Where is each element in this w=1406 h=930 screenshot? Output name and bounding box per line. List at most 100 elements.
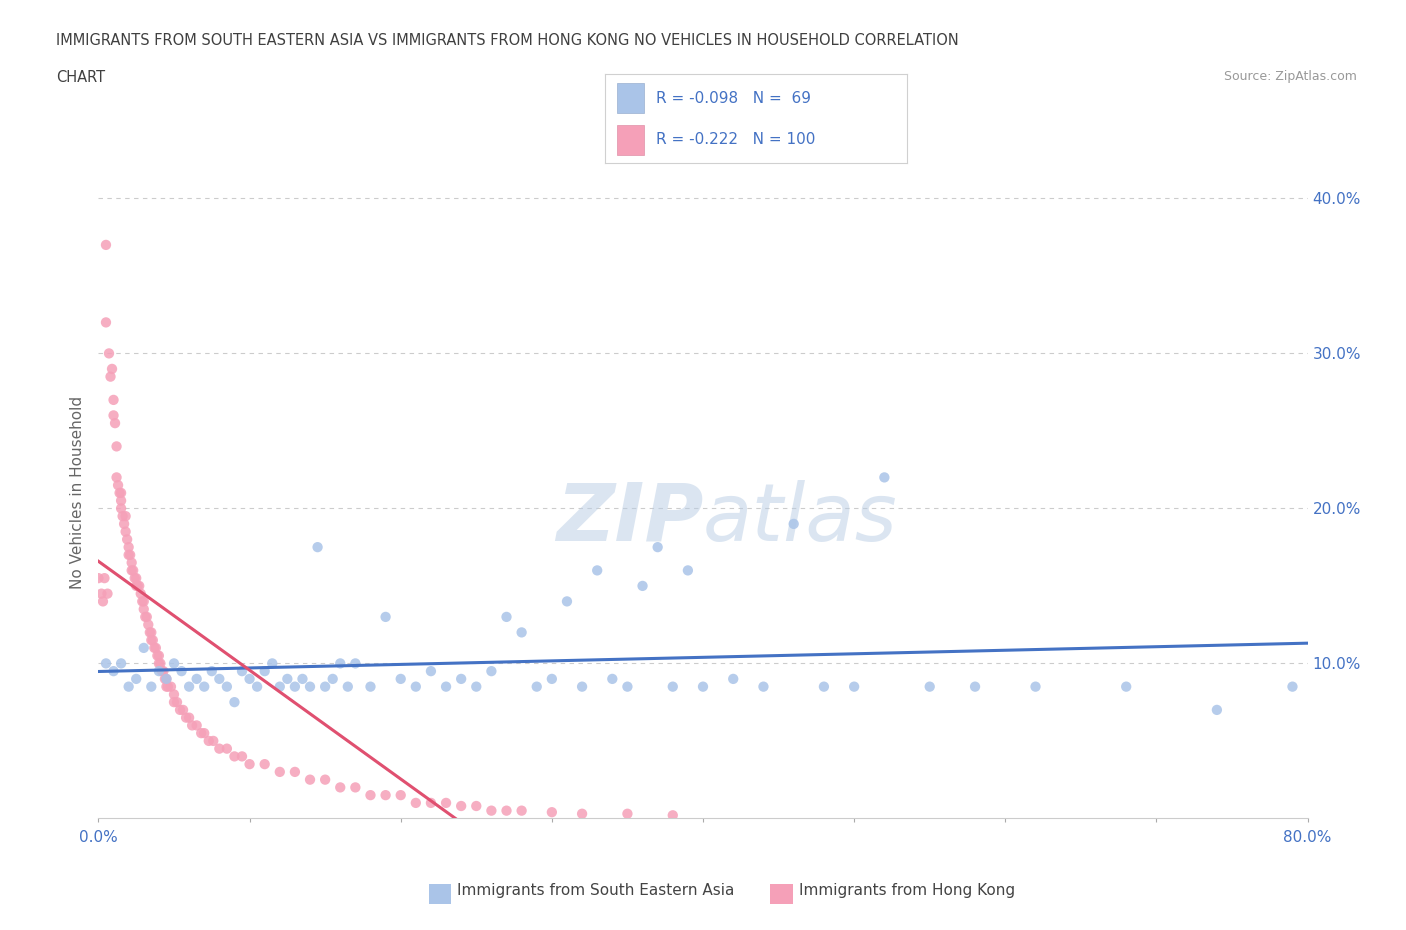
Point (495, 804, 517, 818)
Point (121, 555, 143, 570)
Point (495, 609, 517, 624)
Point (135, 609, 157, 624)
Point (202, 734, 225, 749)
Point (631, 578, 654, 593)
Point (662, 679, 685, 694)
Point (647, 539, 669, 554)
Point (112, 516, 135, 531)
Point (1206, 702, 1229, 717)
Point (110, 656, 132, 671)
Point (389, 788, 412, 803)
Point (224, 749, 246, 764)
Point (134, 609, 156, 624)
Point (118, 539, 141, 554)
Point (115, 532, 138, 547)
Point (253, 757, 276, 772)
Point (143, 641, 166, 656)
Point (163, 687, 186, 702)
Point (121, 563, 143, 578)
Text: Immigrants from Hong Kong: Immigrants from Hong Kong (799, 884, 1015, 898)
Point (155, 679, 177, 694)
Point (110, 493, 132, 508)
Point (94, 237, 117, 252)
Point (336, 679, 359, 694)
Point (231, 749, 253, 764)
Point (269, 679, 291, 694)
Point (148, 664, 170, 679)
Point (752, 679, 775, 694)
Point (120, 548, 142, 563)
Point (181, 718, 204, 733)
Point (405, 795, 427, 810)
Point (314, 679, 336, 694)
Point (132, 594, 155, 609)
Point (284, 764, 307, 779)
Point (360, 788, 382, 803)
Point (91, 594, 114, 609)
Point (193, 725, 215, 740)
Point (170, 664, 193, 679)
Point (299, 679, 322, 694)
Point (128, 578, 150, 593)
Point (132, 641, 155, 656)
Point (125, 671, 148, 686)
Point (160, 679, 183, 694)
Point (166, 695, 188, 710)
Point (662, 808, 685, 823)
Point (174, 711, 197, 725)
Point (284, 679, 307, 694)
Point (93, 571, 115, 586)
Point (291, 671, 314, 686)
Point (510, 625, 533, 640)
Y-axis label: No Vehicles in Household: No Vehicles in Household (70, 396, 86, 590)
Point (360, 679, 382, 694)
Text: R = -0.098   N =  69: R = -0.098 N = 69 (657, 91, 811, 106)
Point (124, 571, 146, 586)
Point (224, 695, 246, 710)
Point (110, 485, 132, 500)
Point (163, 656, 186, 671)
Point (465, 679, 488, 694)
Point (125, 578, 148, 593)
Point (96, 586, 118, 601)
Point (94, 656, 117, 671)
Point (276, 671, 298, 686)
Point (844, 679, 866, 694)
Point (179, 679, 201, 694)
Point (374, 609, 396, 624)
Point (136, 618, 159, 632)
Point (239, 671, 262, 686)
Point (197, 734, 219, 749)
Point (239, 757, 262, 772)
Point (1281, 679, 1303, 694)
Point (179, 711, 201, 725)
Point (150, 664, 173, 679)
FancyBboxPatch shape (617, 84, 644, 113)
Text: IMMIGRANTS FROM SOUTH EASTERN ASIA VS IMMIGRANTS FROM HONG KONG NO VEHICLES IN H: IMMIGRANTS FROM SOUTH EASTERN ASIA VS IM… (56, 33, 959, 47)
Point (127, 578, 149, 593)
Point (215, 741, 238, 756)
Point (118, 679, 141, 694)
Point (208, 741, 231, 756)
Point (329, 656, 352, 671)
Point (107, 478, 129, 493)
Point (813, 679, 835, 694)
Point (344, 656, 367, 671)
Point (299, 772, 322, 787)
Point (374, 788, 396, 803)
Point (692, 679, 714, 694)
Text: Source: ZipAtlas.com: Source: ZipAtlas.com (1223, 70, 1357, 83)
Point (125, 571, 148, 586)
Point (526, 679, 548, 694)
Point (450, 671, 472, 686)
Point (676, 563, 699, 578)
Point (405, 679, 427, 694)
Point (434, 795, 457, 810)
Point (104, 416, 127, 431)
Point (481, 804, 503, 818)
Point (153, 671, 176, 686)
Point (131, 594, 153, 609)
Point (108, 485, 131, 500)
Point (114, 525, 136, 539)
Point (172, 702, 194, 717)
